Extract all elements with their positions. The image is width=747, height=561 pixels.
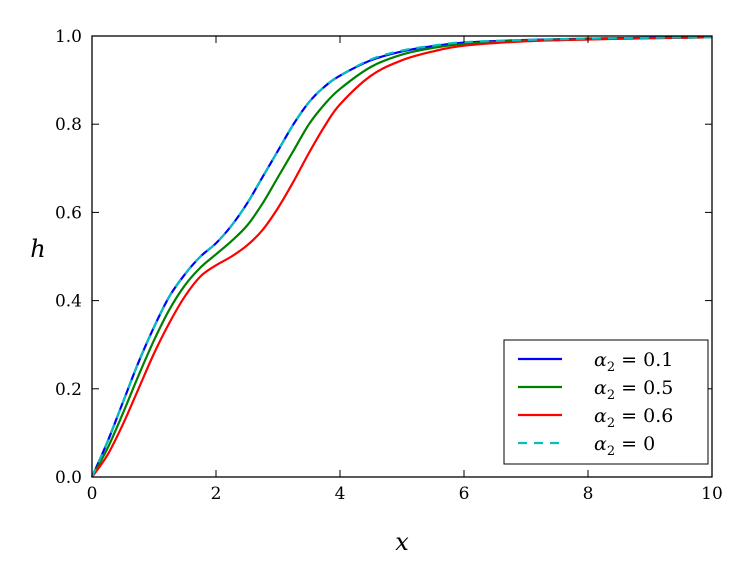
y-axis-label: h [30,235,45,263]
y-tick-label: 1.0 [55,27,82,47]
legend: α2 = 0.1α2 = 0.5α2 = 0.6α2 = 0 [503,339,709,465]
plot-frame [91,35,713,478]
legend-label: α2 = 0 [594,433,655,459]
x-tick-label: 8 [583,484,594,504]
legend-label: α2 = 0.1 [594,349,673,375]
x-tick-label: 10 [701,484,723,504]
y-tick-label: 0.0 [55,468,82,488]
x-axis-label: x [395,528,409,556]
series-line-3 [91,36,713,478]
y-tick-label: 0.8 [55,115,82,135]
y-tick-label: 0.6 [55,203,82,223]
legend-label: α2 = 0.6 [594,405,673,431]
legend-label: α2 = 0.5 [594,377,673,403]
series-line-2 [91,36,713,478]
x-tick-label: 0 [87,484,98,504]
y-tick-label: 0.4 [55,292,82,312]
y-tick-label: 0.2 [55,380,82,400]
x-tick-label: 4 [335,484,346,504]
ticks-layer: 0 2 4 6 8 10 0.0 0.2 0.4 0.6 0.8 1.0 [55,27,723,504]
x-tick-label: 2 [211,484,222,504]
x-tick-label: 6 [459,484,470,504]
series-line-4 [90,36,713,478]
